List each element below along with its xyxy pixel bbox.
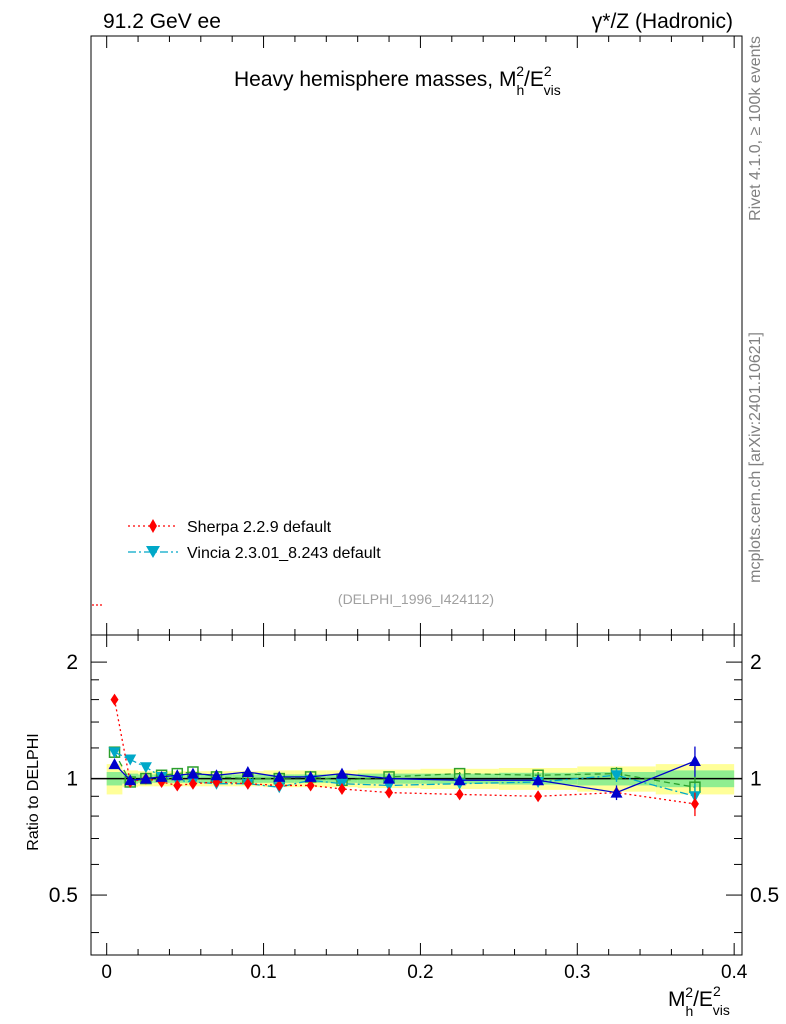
x-axis-label: Mh 2/E2 vis [668,983,730,1019]
chart-title-sup2: 2 [544,63,552,79]
series-line [114,751,696,797]
y-tick-label-right: 0.5 [750,884,779,907]
ratio-panel-frame [90,634,743,956]
data-point [690,797,699,810]
mcplots-source-label: mcplots.cern.ch [arXiv:2401.10621] [747,332,764,583]
legend: Sherpa 2.2.9 default Vincia 2.3.01_8.243… [128,519,381,562]
analysis-tag: (DELPHI_1996_I424112) [338,591,494,607]
series-line [114,760,696,794]
data-point [304,770,317,782]
data-point [188,777,197,790]
chart-title: Heavy hemisphere masses, Mh 2/E2 vis [234,63,561,98]
series-2 [108,746,701,801]
ratio-axis-ticks: 0 0.1 0.2 0.3 0.4 0.5 0.5 1 1 2 2 [49,635,779,983]
data-point [306,779,315,792]
legend-entry-sherpa: Sherpa 2.2.9 default [128,519,332,536]
data-point [275,779,284,792]
header-energy-label: 91.2 GeV ee [103,10,221,33]
upper-x-ticks [106,36,735,635]
ratio-panel: 0 0.1 0.2 0.3 0.4 0.5 0.5 1 1 2 2 Ratio to DELPHI [25,634,779,983]
data-point [532,774,545,786]
x-axis-label-sup1: 2 [685,984,693,1000]
x-axis-label-e: /E [693,988,713,1011]
data-point [186,767,199,779]
y-tick-label-left: 1 [66,768,78,791]
x-axis-label-sub1: h [686,1003,694,1019]
legend-vincia-marker [146,546,160,558]
data-point [173,779,182,792]
header-process-label: γ*/Z (Hadronic) [592,10,733,33]
chart-title-after: /E [524,68,544,91]
data-point [273,770,286,782]
data-point [124,754,137,766]
data-point [139,772,152,784]
x-tick-label: 0.3 [564,962,590,983]
data-point [139,762,152,774]
x-axis-label-sub2: vis [713,1002,730,1018]
data-point [610,786,623,798]
series-line [113,751,696,788]
x-tick-label: 0 [101,962,112,983]
data-point [110,693,119,706]
main-panel: Heavy hemisphere masses, Mh 2/E2 vis (DELP… [90,35,743,636]
y-tick-label-right: 1 [750,768,762,791]
chart-title-sub2: vis [544,82,561,98]
data-point [453,774,466,786]
data-point [335,767,348,779]
y-tick-label-left: 2 [66,651,78,674]
legend-vincia-label: Vincia 2.3.01_8.243 default [187,545,381,562]
series-0 [110,693,699,817]
data-point [383,772,396,784]
y-tick-label-right: 2 [750,651,762,674]
rivet-version-label: Rivet 4.1.0, ≥ 100k events [747,36,764,221]
legend-entry-vincia: Vincia 2.3.01_8.243 default [128,545,381,562]
x-tick-label: 0.2 [407,962,433,983]
data-point [610,770,623,782]
legend-sherpa-label: Sherpa 2.2.9 default [187,519,332,536]
data-point [385,786,394,799]
chart-title-sub: h [516,82,524,98]
legend-sherpa-marker [149,519,157,533]
data-point [241,765,254,777]
data-point [210,769,223,781]
data-point [124,774,137,786]
data-point [108,747,121,759]
data-point [688,755,701,767]
x-tick-label: 0.4 [721,962,748,983]
data-point [534,790,543,803]
chart-title-sup: 2 [516,63,524,79]
data-point [337,782,346,795]
data-point [108,758,121,770]
series-layer [108,693,701,817]
data-point [155,770,168,782]
chart-title-main: Heavy hemisphere masses, M [234,68,516,91]
y-tick-label-left: 0.5 [49,884,78,907]
data-point [171,769,184,781]
x-axis-label-m: M [668,988,686,1011]
data-point [455,788,464,801]
ratio-y-axis-label: Ratio to DELPHI [25,733,42,850]
data-point [243,777,252,790]
x-axis-label-sup2: 2 [713,983,721,999]
x-tick-label: 0.1 [250,962,276,983]
